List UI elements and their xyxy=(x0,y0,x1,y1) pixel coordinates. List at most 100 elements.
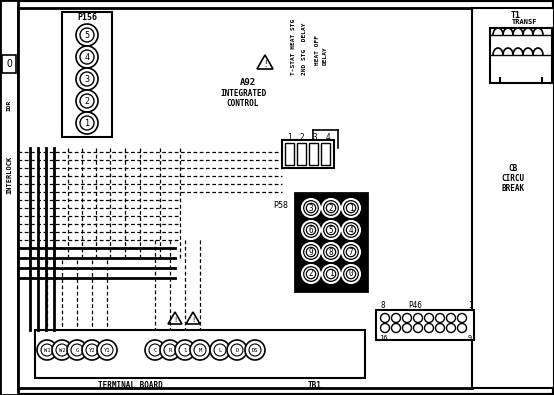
Text: 7: 7 xyxy=(348,248,353,256)
Circle shape xyxy=(227,340,247,360)
Text: R: R xyxy=(168,348,172,352)
Text: 16: 16 xyxy=(379,335,387,341)
Bar xyxy=(2,55,16,73)
Bar xyxy=(35,330,365,378)
Circle shape xyxy=(325,246,337,258)
Circle shape xyxy=(322,265,340,283)
Text: 1: 1 xyxy=(183,348,187,352)
Circle shape xyxy=(325,224,337,236)
Text: T1: T1 xyxy=(511,11,521,19)
Circle shape xyxy=(447,324,455,333)
Circle shape xyxy=(245,340,265,360)
Circle shape xyxy=(52,340,72,360)
Text: Y1: Y1 xyxy=(104,348,110,352)
Text: 0: 0 xyxy=(348,269,353,278)
Text: CONTROL: CONTROL xyxy=(227,98,259,107)
Text: W2: W2 xyxy=(59,348,65,352)
Circle shape xyxy=(345,246,357,258)
Circle shape xyxy=(76,68,98,90)
Circle shape xyxy=(347,205,355,211)
Text: G: G xyxy=(75,348,79,352)
Bar xyxy=(472,8,554,388)
Text: O: O xyxy=(6,59,12,69)
Circle shape xyxy=(342,243,360,261)
Text: C: C xyxy=(153,348,157,352)
Bar xyxy=(18,8,472,388)
Circle shape xyxy=(76,112,98,134)
Text: 1: 1 xyxy=(468,301,473,310)
Text: 4: 4 xyxy=(85,53,90,62)
Text: T-STAT HEAT STG: T-STAT HEAT STG xyxy=(291,19,296,75)
Circle shape xyxy=(424,324,433,333)
Circle shape xyxy=(67,340,87,360)
Circle shape xyxy=(149,344,161,356)
Text: DS: DS xyxy=(252,348,258,352)
Circle shape xyxy=(307,226,315,233)
Circle shape xyxy=(76,24,98,46)
Circle shape xyxy=(76,90,98,112)
Text: !: ! xyxy=(263,60,268,68)
Text: TB1: TB1 xyxy=(308,380,322,389)
Circle shape xyxy=(82,340,102,360)
Circle shape xyxy=(214,344,226,356)
Circle shape xyxy=(381,324,389,333)
Circle shape xyxy=(307,248,315,256)
Circle shape xyxy=(86,344,98,356)
Circle shape xyxy=(179,344,191,356)
Text: Y2: Y2 xyxy=(89,348,95,352)
Text: L: L xyxy=(218,348,222,352)
Circle shape xyxy=(413,324,423,333)
Circle shape xyxy=(80,72,94,86)
Bar xyxy=(282,140,334,168)
Circle shape xyxy=(392,324,401,333)
Circle shape xyxy=(302,199,320,217)
Circle shape xyxy=(403,314,412,322)
Circle shape xyxy=(164,344,176,356)
Circle shape xyxy=(305,202,317,214)
Text: P156: P156 xyxy=(77,13,97,21)
Bar xyxy=(297,143,306,165)
Circle shape xyxy=(327,205,335,211)
Circle shape xyxy=(342,199,360,217)
Text: !: ! xyxy=(173,317,177,323)
Circle shape xyxy=(80,116,94,130)
Text: 2: 2 xyxy=(300,132,304,141)
Text: TRANSF: TRANSF xyxy=(511,19,537,25)
Bar xyxy=(285,143,294,165)
Circle shape xyxy=(249,344,261,356)
Circle shape xyxy=(392,314,401,322)
Circle shape xyxy=(307,271,315,278)
Circle shape xyxy=(101,344,113,356)
Text: 4: 4 xyxy=(348,226,353,235)
Circle shape xyxy=(413,314,423,322)
Circle shape xyxy=(302,243,320,261)
Text: 3: 3 xyxy=(85,75,90,83)
Text: 1: 1 xyxy=(286,132,291,141)
Text: 8: 8 xyxy=(329,248,334,256)
Text: M: M xyxy=(198,348,202,352)
Circle shape xyxy=(345,202,357,214)
Text: 5: 5 xyxy=(85,30,90,40)
Circle shape xyxy=(458,314,466,322)
Circle shape xyxy=(327,226,335,233)
Circle shape xyxy=(403,324,412,333)
Circle shape xyxy=(435,314,444,322)
Circle shape xyxy=(458,324,466,333)
Text: P46: P46 xyxy=(408,301,422,310)
Circle shape xyxy=(76,46,98,68)
Text: 1: 1 xyxy=(329,269,334,278)
Text: !: ! xyxy=(191,317,195,323)
Circle shape xyxy=(305,224,317,236)
Circle shape xyxy=(145,340,165,360)
Circle shape xyxy=(325,202,337,214)
Circle shape xyxy=(210,340,230,360)
Bar xyxy=(321,143,330,165)
Bar xyxy=(0,0,18,395)
Text: 4: 4 xyxy=(326,132,330,141)
Text: 2ND STG  DELAY: 2ND STG DELAY xyxy=(302,23,307,75)
Text: INTERLOCK: INTERLOCK xyxy=(6,156,12,194)
Circle shape xyxy=(325,268,337,280)
Circle shape xyxy=(80,94,94,108)
Text: 6: 6 xyxy=(309,226,314,235)
Text: TERMINAL BOARD: TERMINAL BOARD xyxy=(98,380,162,389)
